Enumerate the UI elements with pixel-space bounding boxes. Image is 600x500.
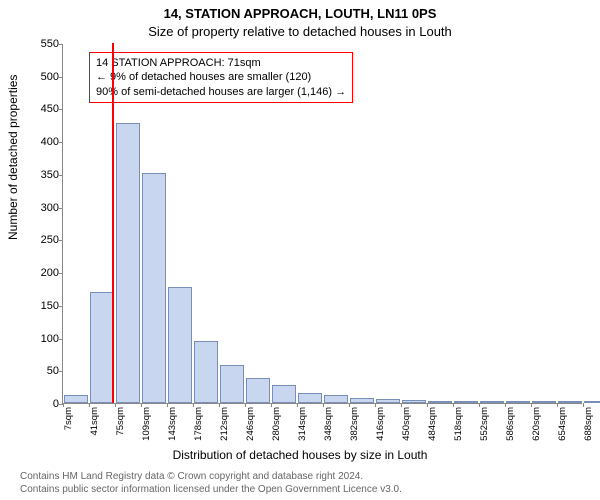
- x-tick-label: 348sqm: [323, 407, 334, 441]
- x-tick-label: 109sqm: [141, 407, 152, 441]
- x-tick-label: 7sqm: [63, 407, 74, 430]
- histogram-bar: [454, 401, 478, 403]
- x-tick-label: 314sqm: [297, 407, 308, 441]
- plot-area: 14 STATION APPROACH: 71sqm ← 9% of detac…: [62, 44, 582, 404]
- histogram-bar: [532, 401, 556, 403]
- histogram-bar: [90, 292, 114, 403]
- y-tick-mark: [59, 142, 63, 143]
- y-tick-mark: [59, 175, 63, 176]
- histogram-bar: [142, 173, 166, 403]
- histogram-bar: [376, 399, 400, 403]
- y-tick-mark: [59, 371, 63, 372]
- x-tick-label: 484sqm: [427, 407, 438, 441]
- histogram-bar: [272, 385, 296, 403]
- x-tick-label: 75sqm: [115, 407, 126, 436]
- x-axis-label: Distribution of detached houses by size …: [0, 448, 600, 462]
- y-tick-mark: [59, 109, 63, 110]
- annotation-box: 14 STATION APPROACH: 71sqm ← 9% of detac…: [89, 52, 353, 103]
- property-marker-line: [112, 43, 114, 403]
- histogram-bar: [584, 401, 600, 403]
- y-tick-mark: [59, 273, 63, 274]
- y-tick-mark: [59, 77, 63, 78]
- annotation-line1: 14 STATION APPROACH: 71sqm: [96, 56, 346, 70]
- histogram-bar: [506, 401, 530, 403]
- x-tick-label: 212sqm: [219, 407, 230, 441]
- footer-line2: Contains public sector information licen…: [20, 483, 580, 496]
- x-tick-label: 654sqm: [557, 407, 568, 441]
- y-tick-mark: [59, 339, 63, 340]
- histogram-bar: [428, 401, 452, 403]
- x-tick-label: 41sqm: [89, 407, 100, 436]
- x-tick-label: 518sqm: [453, 407, 464, 441]
- footer-attribution: Contains HM Land Registry data © Crown c…: [20, 470, 580, 496]
- histogram-bar: [168, 287, 192, 404]
- x-tick-label: 382sqm: [349, 407, 360, 441]
- histogram-bar: [480, 401, 504, 403]
- histogram-bar: [194, 341, 218, 403]
- x-tick-label: 586sqm: [505, 407, 516, 441]
- histogram-bar: [402, 400, 426, 403]
- footer-line1: Contains HM Land Registry data © Crown c…: [20, 470, 580, 483]
- chart-title-address: 14, STATION APPROACH, LOUTH, LN11 0PS: [0, 6, 600, 21]
- annotation-line3: 90% of semi-detached houses are larger (…: [96, 85, 346, 99]
- histogram-bar: [246, 378, 270, 403]
- y-tick-mark: [59, 306, 63, 307]
- histogram-bar: [116, 123, 140, 403]
- x-tick-label: 178sqm: [193, 407, 204, 441]
- histogram-bar: [220, 365, 244, 403]
- x-tick-label: 246sqm: [245, 407, 256, 441]
- chart-container: 14, STATION APPROACH, LOUTH, LN11 0PS Si…: [0, 0, 600, 500]
- x-tick-label: 280sqm: [271, 407, 282, 441]
- x-tick-label: 416sqm: [375, 407, 386, 441]
- x-tick-label: 143sqm: [167, 407, 178, 441]
- histogram-bar: [558, 401, 582, 403]
- annotation-line2: ← 9% of detached houses are smaller (120…: [96, 70, 346, 84]
- y-tick-mark: [59, 208, 63, 209]
- histogram-bar: [350, 398, 374, 403]
- histogram-bar: [64, 395, 88, 403]
- x-tick-label: 552sqm: [479, 407, 490, 441]
- x-tick-label: 620sqm: [531, 407, 542, 441]
- histogram-bar: [298, 393, 322, 403]
- histogram-bar: [324, 395, 348, 403]
- y-tick-mark: [59, 240, 63, 241]
- x-tick-label: 688sqm: [583, 407, 594, 441]
- x-tick-label: 450sqm: [401, 407, 412, 441]
- y-tick-mark: [59, 44, 63, 45]
- chart-subtitle: Size of property relative to detached ho…: [0, 24, 600, 39]
- y-axis-label: Number of detached properties: [6, 75, 20, 240]
